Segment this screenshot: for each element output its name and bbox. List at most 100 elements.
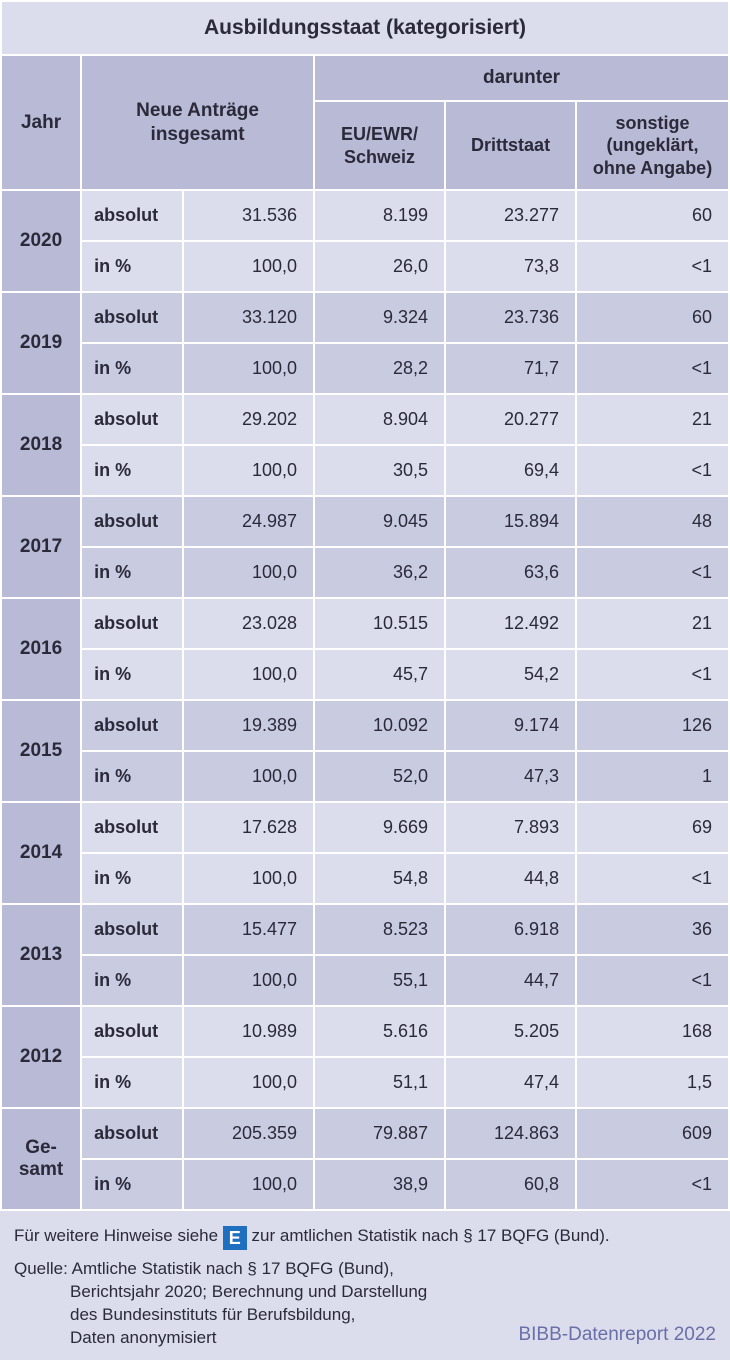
value-cell: 31.536 xyxy=(183,190,314,241)
value-cell: 79.887 xyxy=(314,1108,445,1159)
value-cell: 73,8 xyxy=(445,241,576,292)
value-cell: 23.028 xyxy=(183,598,314,649)
value-cell: <1 xyxy=(576,853,729,904)
value-cell: 100,0 xyxy=(183,445,314,496)
year-cell: 2015 xyxy=(1,700,81,802)
value-cell: 23.736 xyxy=(445,292,576,343)
value-cell: 6.918 xyxy=(445,904,576,955)
quelle-line-2: des Bundesinstituts für Berufsbildung, xyxy=(14,1304,427,1327)
report-tag: BIBB-Datenreport 2022 xyxy=(518,1322,716,1350)
metric-label: in % xyxy=(81,649,183,700)
value-cell: 21 xyxy=(576,394,729,445)
value-cell: 100,0 xyxy=(183,547,314,598)
metric-label: in % xyxy=(81,1057,183,1108)
value-cell: 9.324 xyxy=(314,292,445,343)
value-cell: 36 xyxy=(576,904,729,955)
year-cell: 2014 xyxy=(1,802,81,904)
value-cell: 69,4 xyxy=(445,445,576,496)
value-cell: 9.174 xyxy=(445,700,576,751)
value-cell: 24.987 xyxy=(183,496,314,547)
value-cell: 19.389 xyxy=(183,700,314,751)
table-container: Ausbildungsstaat (kategorisiert) Jahr Ne… xyxy=(0,0,730,1360)
value-cell: 21 xyxy=(576,598,729,649)
year-cell: Ge-samt xyxy=(1,1108,81,1210)
metric-label: in % xyxy=(81,241,183,292)
footer-hint: Für weitere Hinweise siehe E zur amtlich… xyxy=(14,1225,716,1250)
value-cell: 1 xyxy=(576,751,729,802)
value-cell: 8.904 xyxy=(314,394,445,445)
value-cell: 60,8 xyxy=(445,1159,576,1210)
metric-label: absolut xyxy=(81,394,183,445)
metric-label: in % xyxy=(81,1159,183,1210)
value-cell: 9.045 xyxy=(314,496,445,547)
value-cell: 100,0 xyxy=(183,343,314,394)
footer-hint-post: zur amtlichen Statistik nach § 17 BQFG (… xyxy=(252,1226,610,1245)
metric-label: in % xyxy=(81,853,183,904)
metric-label: in % xyxy=(81,751,183,802)
value-cell: 100,0 xyxy=(183,751,314,802)
value-cell: 12.492 xyxy=(445,598,576,649)
value-cell: 5.205 xyxy=(445,1006,576,1057)
quelle-line-1: Berichtsjahr 2020; Berechnung und Darste… xyxy=(14,1281,427,1304)
value-cell: 100,0 xyxy=(183,1159,314,1210)
value-cell: 5.616 xyxy=(314,1006,445,1057)
header-sonstige: sonstige (ungeklärt, ohne Angabe) xyxy=(576,101,729,191)
value-cell: 8.523 xyxy=(314,904,445,955)
quelle-line-0: Amtliche Statistik nach § 17 BQFG (Bund)… xyxy=(72,1259,394,1278)
value-cell: 10.092 xyxy=(314,700,445,751)
value-cell: 100,0 xyxy=(183,649,314,700)
year-cell: 2018 xyxy=(1,394,81,496)
value-cell: 28,2 xyxy=(314,343,445,394)
year-cell: 2020 xyxy=(1,190,81,292)
metric-label: in % xyxy=(81,955,183,1006)
footer-hint-pre: Für weitere Hinweise siehe xyxy=(14,1226,223,1245)
table-footer: Für weitere Hinweise siehe E zur amtlich… xyxy=(0,1211,730,1360)
value-cell: <1 xyxy=(576,649,729,700)
value-cell: 47,4 xyxy=(445,1057,576,1108)
value-cell: 47,3 xyxy=(445,751,576,802)
value-cell: 100,0 xyxy=(183,955,314,1006)
table-title: Ausbildungsstaat (kategorisiert) xyxy=(1,1,729,55)
value-cell: 48 xyxy=(576,496,729,547)
value-cell: 45,7 xyxy=(314,649,445,700)
value-cell: 8.199 xyxy=(314,190,445,241)
header-neue-antraege: Neue Anträge insgesamt xyxy=(81,55,314,190)
value-cell: 10.515 xyxy=(314,598,445,649)
value-cell: 36,2 xyxy=(314,547,445,598)
value-cell: 7.893 xyxy=(445,802,576,853)
metric-label: absolut xyxy=(81,292,183,343)
year-cell: 2012 xyxy=(1,1006,81,1108)
quelle-line-3: Daten anonymisiert xyxy=(14,1327,427,1350)
value-cell: 60 xyxy=(576,292,729,343)
value-cell: 23.277 xyxy=(445,190,576,241)
year-cell: 2019 xyxy=(1,292,81,394)
value-cell: 60 xyxy=(576,190,729,241)
value-cell: <1 xyxy=(576,445,729,496)
value-cell: 17.628 xyxy=(183,802,314,853)
value-cell: 69 xyxy=(576,802,729,853)
metric-label: absolut xyxy=(81,190,183,241)
value-cell: 52,0 xyxy=(314,751,445,802)
value-cell: 168 xyxy=(576,1006,729,1057)
value-cell: <1 xyxy=(576,547,729,598)
header-eu: EU/EWR/Schweiz xyxy=(314,101,445,191)
value-cell: 30,5 xyxy=(314,445,445,496)
year-cell: 2013 xyxy=(1,904,81,1006)
value-cell: 55,1 xyxy=(314,955,445,1006)
info-badge-icon: E xyxy=(223,1226,247,1250)
value-cell: 29.202 xyxy=(183,394,314,445)
header-darunter: darunter xyxy=(314,55,729,101)
value-cell: 124.863 xyxy=(445,1108,576,1159)
header-drittstaat: Drittstaat xyxy=(445,101,576,191)
value-cell: 15.477 xyxy=(183,904,314,955)
header-jahr: Jahr xyxy=(1,55,81,190)
value-cell: 71,7 xyxy=(445,343,576,394)
footer-source: Quelle: Amtliche Statistik nach § 17 BQF… xyxy=(14,1258,427,1350)
value-cell: 38,9 xyxy=(314,1159,445,1210)
value-cell: 100,0 xyxy=(183,1057,314,1108)
metric-label: absolut xyxy=(81,1006,183,1057)
value-cell: 54,8 xyxy=(314,853,445,904)
value-cell: 1,5 xyxy=(576,1057,729,1108)
value-cell: 63,6 xyxy=(445,547,576,598)
metric-label: in % xyxy=(81,343,183,394)
